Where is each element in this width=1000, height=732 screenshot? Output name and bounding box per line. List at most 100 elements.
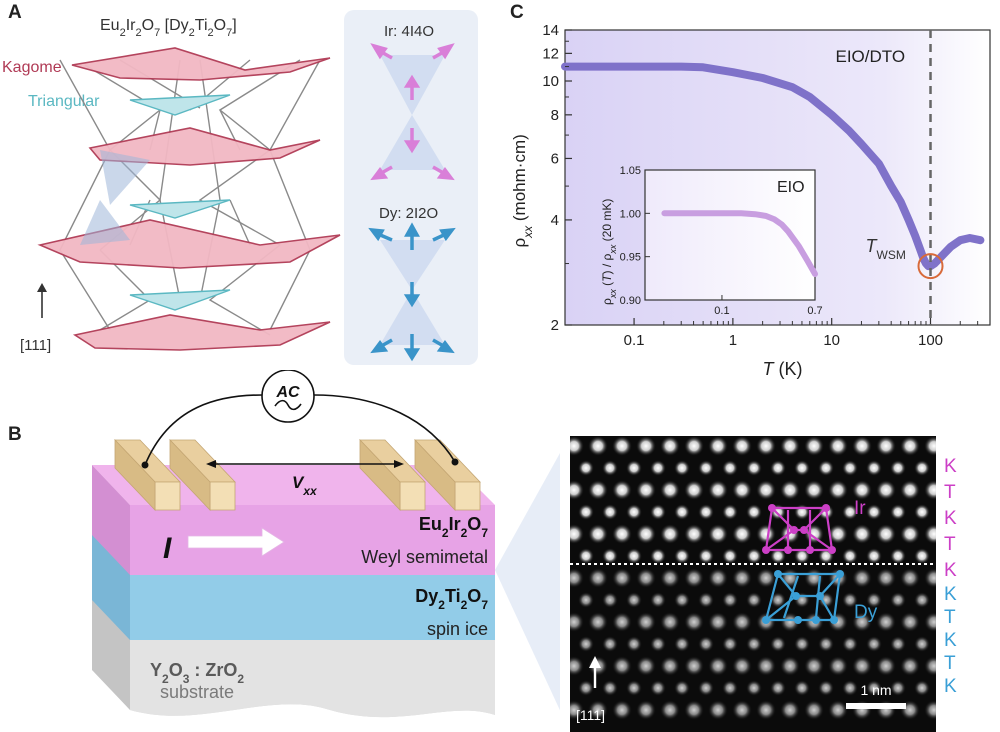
atom-column [570, 656, 584, 676]
atom-column [842, 548, 858, 564]
inset-chart: 0.90 0.95 1.00 1.05 0.1 0.7 EIO ρxx (T) / ρxx (… [600, 165, 823, 317]
atom-column [660, 612, 680, 632]
atom-column [866, 636, 882, 652]
twsm-circle-marker [917, 253, 944, 280]
atom-column [650, 548, 666, 564]
atom-column [636, 524, 656, 544]
eio-formula: Eu2Ir2O7 [419, 514, 488, 540]
stem-axis-label: [111] [576, 707, 605, 723]
atom-column [866, 460, 882, 476]
atom-column [770, 460, 786, 476]
atom-column [746, 680, 762, 696]
atom-column [770, 548, 786, 564]
atom-column [684, 700, 704, 720]
atom-column [612, 612, 632, 632]
ac-source-icon [261, 370, 315, 423]
atom-column [852, 612, 872, 632]
atom-column [794, 504, 810, 520]
atom-column [842, 680, 858, 696]
inset-plot-area [644, 169, 816, 301]
atom-column [770, 592, 786, 608]
atom-column [732, 612, 752, 632]
stack-bottom-4: K [944, 676, 957, 697]
atom-column [900, 656, 920, 676]
atom-column [588, 480, 608, 500]
atom-column [698, 636, 714, 652]
atom-column [818, 460, 834, 476]
atom-column [794, 680, 810, 696]
atom-column [588, 568, 608, 588]
atom-column [804, 480, 824, 500]
atom-column [746, 460, 762, 476]
atom-column [722, 592, 738, 608]
atom-column [914, 548, 930, 564]
dto-description: spin ice [427, 619, 488, 639]
vxx-label: Vxx [292, 473, 318, 498]
atom-column [876, 480, 896, 500]
atom-column [746, 592, 762, 608]
atom-column [660, 524, 680, 544]
y-tick-label: 12 [542, 45, 559, 62]
atom-column [650, 460, 666, 476]
atom-column [684, 524, 704, 544]
atom-column [684, 612, 704, 632]
atom-column [746, 548, 762, 564]
atom-column [924, 480, 936, 500]
atom-column [900, 436, 920, 456]
atom-column [890, 636, 906, 652]
atom-column [684, 568, 704, 588]
atom-column [570, 568, 584, 588]
atom-column [732, 568, 752, 588]
atom-column [626, 636, 642, 652]
atom-column [626, 460, 642, 476]
atom-column [588, 436, 608, 456]
atom-column [924, 656, 936, 676]
atom-column [674, 460, 690, 476]
atom-column [626, 592, 642, 608]
atom-column [612, 524, 632, 544]
atom-column [578, 592, 594, 608]
atom-column [924, 612, 936, 632]
atom-column [570, 436, 584, 456]
atom-column [636, 568, 656, 588]
atom-column [842, 460, 858, 476]
atom-column [708, 436, 728, 456]
atom-column [890, 548, 906, 564]
atom-column [636, 612, 656, 632]
atom-column [612, 656, 632, 676]
atom-column [684, 480, 704, 500]
atom-column [924, 436, 936, 456]
atom-column [588, 612, 608, 632]
atom-column [698, 460, 714, 476]
atom-column [852, 524, 872, 544]
atom-column [732, 700, 752, 720]
atom-column [708, 656, 728, 676]
atom-column [660, 436, 680, 456]
substrate-description: substrate [160, 682, 234, 702]
stack-top-3: T [944, 534, 956, 555]
atom-column [852, 480, 872, 500]
ir-config-label: Ir: 4I4O [384, 23, 434, 40]
inset-y-tick-label: 0.90 [620, 295, 641, 307]
y-tick-label: 4 [551, 212, 559, 229]
atom-column [780, 700, 800, 720]
atom-column [626, 680, 642, 696]
atom-column [914, 680, 930, 696]
atom-column [660, 568, 680, 588]
current-label: I [163, 532, 172, 565]
atom-column [876, 568, 896, 588]
pyrochlore-lattice [37, 47, 341, 351]
atom-column [914, 460, 930, 476]
atom-column [650, 504, 666, 520]
atom-column [756, 568, 776, 588]
atom-column [674, 504, 690, 520]
atom-column [890, 592, 906, 608]
panel-letter-a: A [8, 2, 22, 23]
atom-column [708, 480, 728, 500]
atom-column [636, 480, 656, 500]
atom-column [674, 548, 690, 564]
atom-column [818, 680, 834, 696]
stack-bottom-1: T [944, 607, 956, 628]
eio-description: Weyl semimetal [361, 547, 488, 567]
